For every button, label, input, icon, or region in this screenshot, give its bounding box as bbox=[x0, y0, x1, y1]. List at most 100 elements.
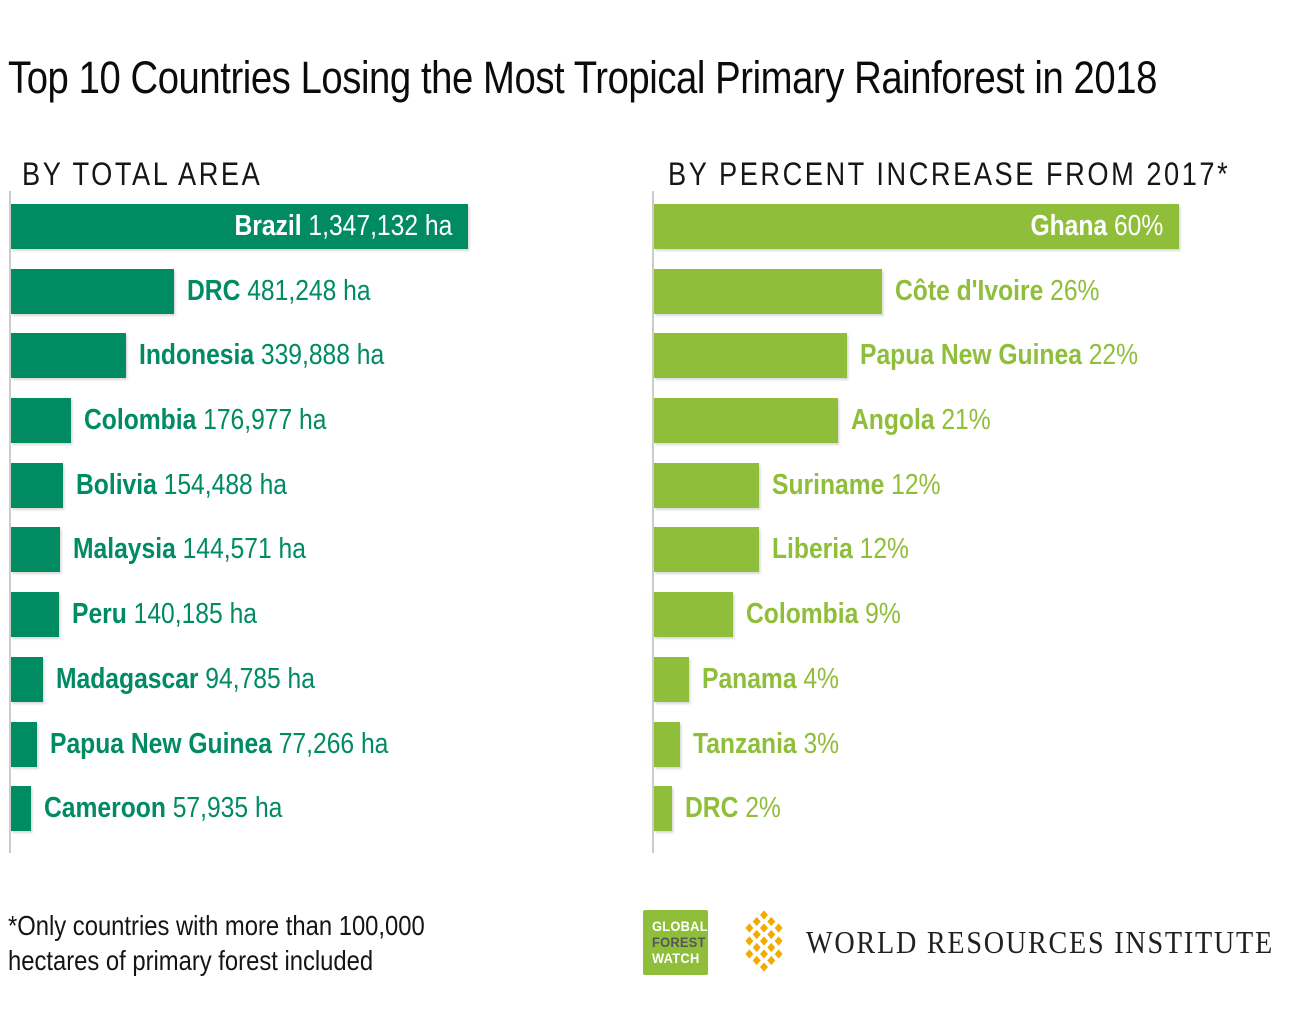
value-label: 26% bbox=[1049, 274, 1099, 307]
country-label: Peru bbox=[71, 598, 127, 631]
value-label: 144,571 ha bbox=[182, 533, 306, 566]
value-label: 12% bbox=[891, 468, 941, 501]
bar-label: DRC 2% bbox=[685, 792, 781, 825]
bar-label: Malaysia 144,571 ha bbox=[73, 533, 306, 566]
bar-label: Peru 140,185 ha bbox=[72, 598, 257, 631]
bar bbox=[654, 656, 689, 702]
bar-row: Bolivia 154,488 ha bbox=[11, 462, 468, 508]
bar-row: Liberia 12% bbox=[654, 527, 1179, 573]
bar-label: DRC 481,248 ha bbox=[187, 275, 371, 308]
bar bbox=[654, 786, 672, 832]
country-label: Colombia bbox=[745, 598, 859, 631]
bar-row: Colombia 176,977 ha bbox=[11, 398, 468, 444]
bar-label: Liberia 12% bbox=[772, 533, 909, 566]
bar-label: Ghana 60% bbox=[1030, 204, 1163, 249]
bar bbox=[11, 333, 127, 379]
country-label: Malaysia bbox=[73, 533, 176, 566]
value-label: 4% bbox=[803, 662, 839, 695]
bars-container-percent-increase: Ghana 60% Côte d'Ivoire 26% Papua New Guinea… bbox=[654, 204, 1179, 832]
bar-label: Suriname 12% bbox=[772, 469, 940, 502]
value-label: 77,266 ha bbox=[278, 727, 389, 760]
bar-row: Cameroon 57,935 ha bbox=[11, 786, 468, 832]
country-label: Cameroon bbox=[43, 792, 166, 825]
bar-row: Angola 21% bbox=[654, 398, 1179, 444]
bar bbox=[11, 721, 38, 767]
country-label: Panama bbox=[702, 662, 797, 695]
bar-row: Panama 4% bbox=[654, 656, 1179, 702]
bar-row: Ghana 60% bbox=[654, 204, 1179, 249]
bar-row: Côte d'Ivoire 26% bbox=[654, 268, 1179, 314]
bar bbox=[654, 398, 838, 444]
bar-row: Brazil 1,347,132 ha bbox=[11, 204, 468, 249]
bar-label: Papua New Guinea 22% bbox=[860, 339, 1138, 372]
bar-label: Tanzania 3% bbox=[693, 728, 839, 761]
bar bbox=[11, 786, 31, 832]
bar-label: Papua New Guinea 77,266 ha bbox=[50, 728, 388, 761]
bar bbox=[11, 527, 61, 573]
bar bbox=[654, 462, 759, 508]
value-label: 3% bbox=[803, 727, 840, 760]
bar-label: Angola 21% bbox=[851, 404, 991, 437]
value-label: 154,488 ha bbox=[164, 468, 288, 501]
bar bbox=[11, 462, 64, 508]
country-label: Papua New Guinea bbox=[50, 727, 273, 760]
country-label: Brazil bbox=[234, 210, 302, 242]
value-label: 140,185 ha bbox=[133, 598, 257, 631]
country-label: Colombia bbox=[84, 404, 197, 437]
country-label: Papua New Guinea bbox=[859, 339, 1082, 372]
value-label: 176,977 ha bbox=[203, 404, 327, 437]
bar bbox=[11, 398, 72, 444]
bar-label: Bolivia 154,488 ha bbox=[76, 469, 287, 502]
value-label: 9% bbox=[864, 598, 901, 631]
footnote: *Only countries with more than 100,000 h… bbox=[8, 910, 425, 976]
country-label: DRC bbox=[187, 274, 241, 307]
bar-label: Cameroon 57,935 ha bbox=[44, 792, 282, 825]
value-label: 12% bbox=[859, 533, 909, 566]
value-label: 94,785 ha bbox=[205, 662, 316, 695]
y-axis-line-percent-increase bbox=[652, 191, 654, 853]
value-label: 339,888 ha bbox=[261, 339, 385, 372]
bar-row: Tanzania 3% bbox=[654, 721, 1179, 767]
bar: Brazil 1,347,132 ha bbox=[11, 204, 468, 249]
bar-label: Côte d'Ivoire 26% bbox=[895, 275, 1099, 308]
bar-row: Malaysia 144,571 ha bbox=[11, 527, 468, 573]
country-label: Suriname bbox=[772, 468, 885, 501]
gfw-logo-line-watch: WATCH bbox=[652, 951, 700, 966]
bar-row: Peru 140,185 ha bbox=[11, 592, 468, 638]
country-label: DRC bbox=[684, 792, 738, 825]
bar-row: Colombia 9% bbox=[654, 592, 1179, 638]
country-label: Côte d'Ivoire bbox=[894, 274, 1043, 307]
country-label: Madagascar bbox=[56, 662, 199, 695]
bar bbox=[654, 333, 847, 379]
value-label: 21% bbox=[941, 404, 991, 437]
global-forest-watch-logo: GLOBAL FOREST WATCH bbox=[643, 910, 708, 975]
bar-label: Colombia 176,977 ha bbox=[84, 404, 326, 437]
bar-row: Papua New Guinea 77,266 ha bbox=[11, 721, 468, 767]
country-label: Indonesia bbox=[139, 339, 255, 372]
bar bbox=[11, 592, 59, 638]
bar bbox=[654, 592, 733, 638]
section-header-total-area: BY TOTAL AREA bbox=[22, 156, 263, 192]
page-title: Top 10 Countries Losing the Most Tropica… bbox=[8, 52, 1157, 103]
bars-container-total-area: Brazil 1,347,132 ha DRC 481,248 ha Indonesia… bbox=[11, 204, 468, 832]
y-axis-line-total-area bbox=[9, 191, 11, 853]
value-label: 1,347,132 ha bbox=[308, 210, 452, 242]
bar bbox=[654, 721, 681, 767]
bar-row: Papua New Guinea 22% bbox=[654, 333, 1179, 379]
value-label: 57,935 ha bbox=[172, 792, 283, 825]
value-label: 22% bbox=[1088, 339, 1138, 372]
bar-label: Panama 4% bbox=[702, 663, 839, 696]
country-label: Tanzania bbox=[693, 727, 797, 760]
bar-label: Brazil 1,347,132 ha bbox=[234, 204, 452, 249]
bar-row: Indonesia 339,888 ha bbox=[11, 333, 468, 379]
bar-label: Indonesia 339,888 ha bbox=[139, 339, 384, 372]
country-label: Ghana bbox=[1030, 210, 1107, 242]
bar bbox=[11, 268, 175, 314]
section-header-percent-increase: BY PERCENT INCREASE FROM 2017* bbox=[668, 156, 1231, 192]
country-label: Bolivia bbox=[76, 468, 158, 501]
bar: Ghana 60% bbox=[654, 204, 1179, 249]
bar-label: Madagascar 94,785 ha bbox=[56, 663, 315, 696]
bar-row: DRC 481,248 ha bbox=[11, 268, 468, 314]
gfw-logo-line-global: GLOBAL bbox=[652, 919, 708, 934]
